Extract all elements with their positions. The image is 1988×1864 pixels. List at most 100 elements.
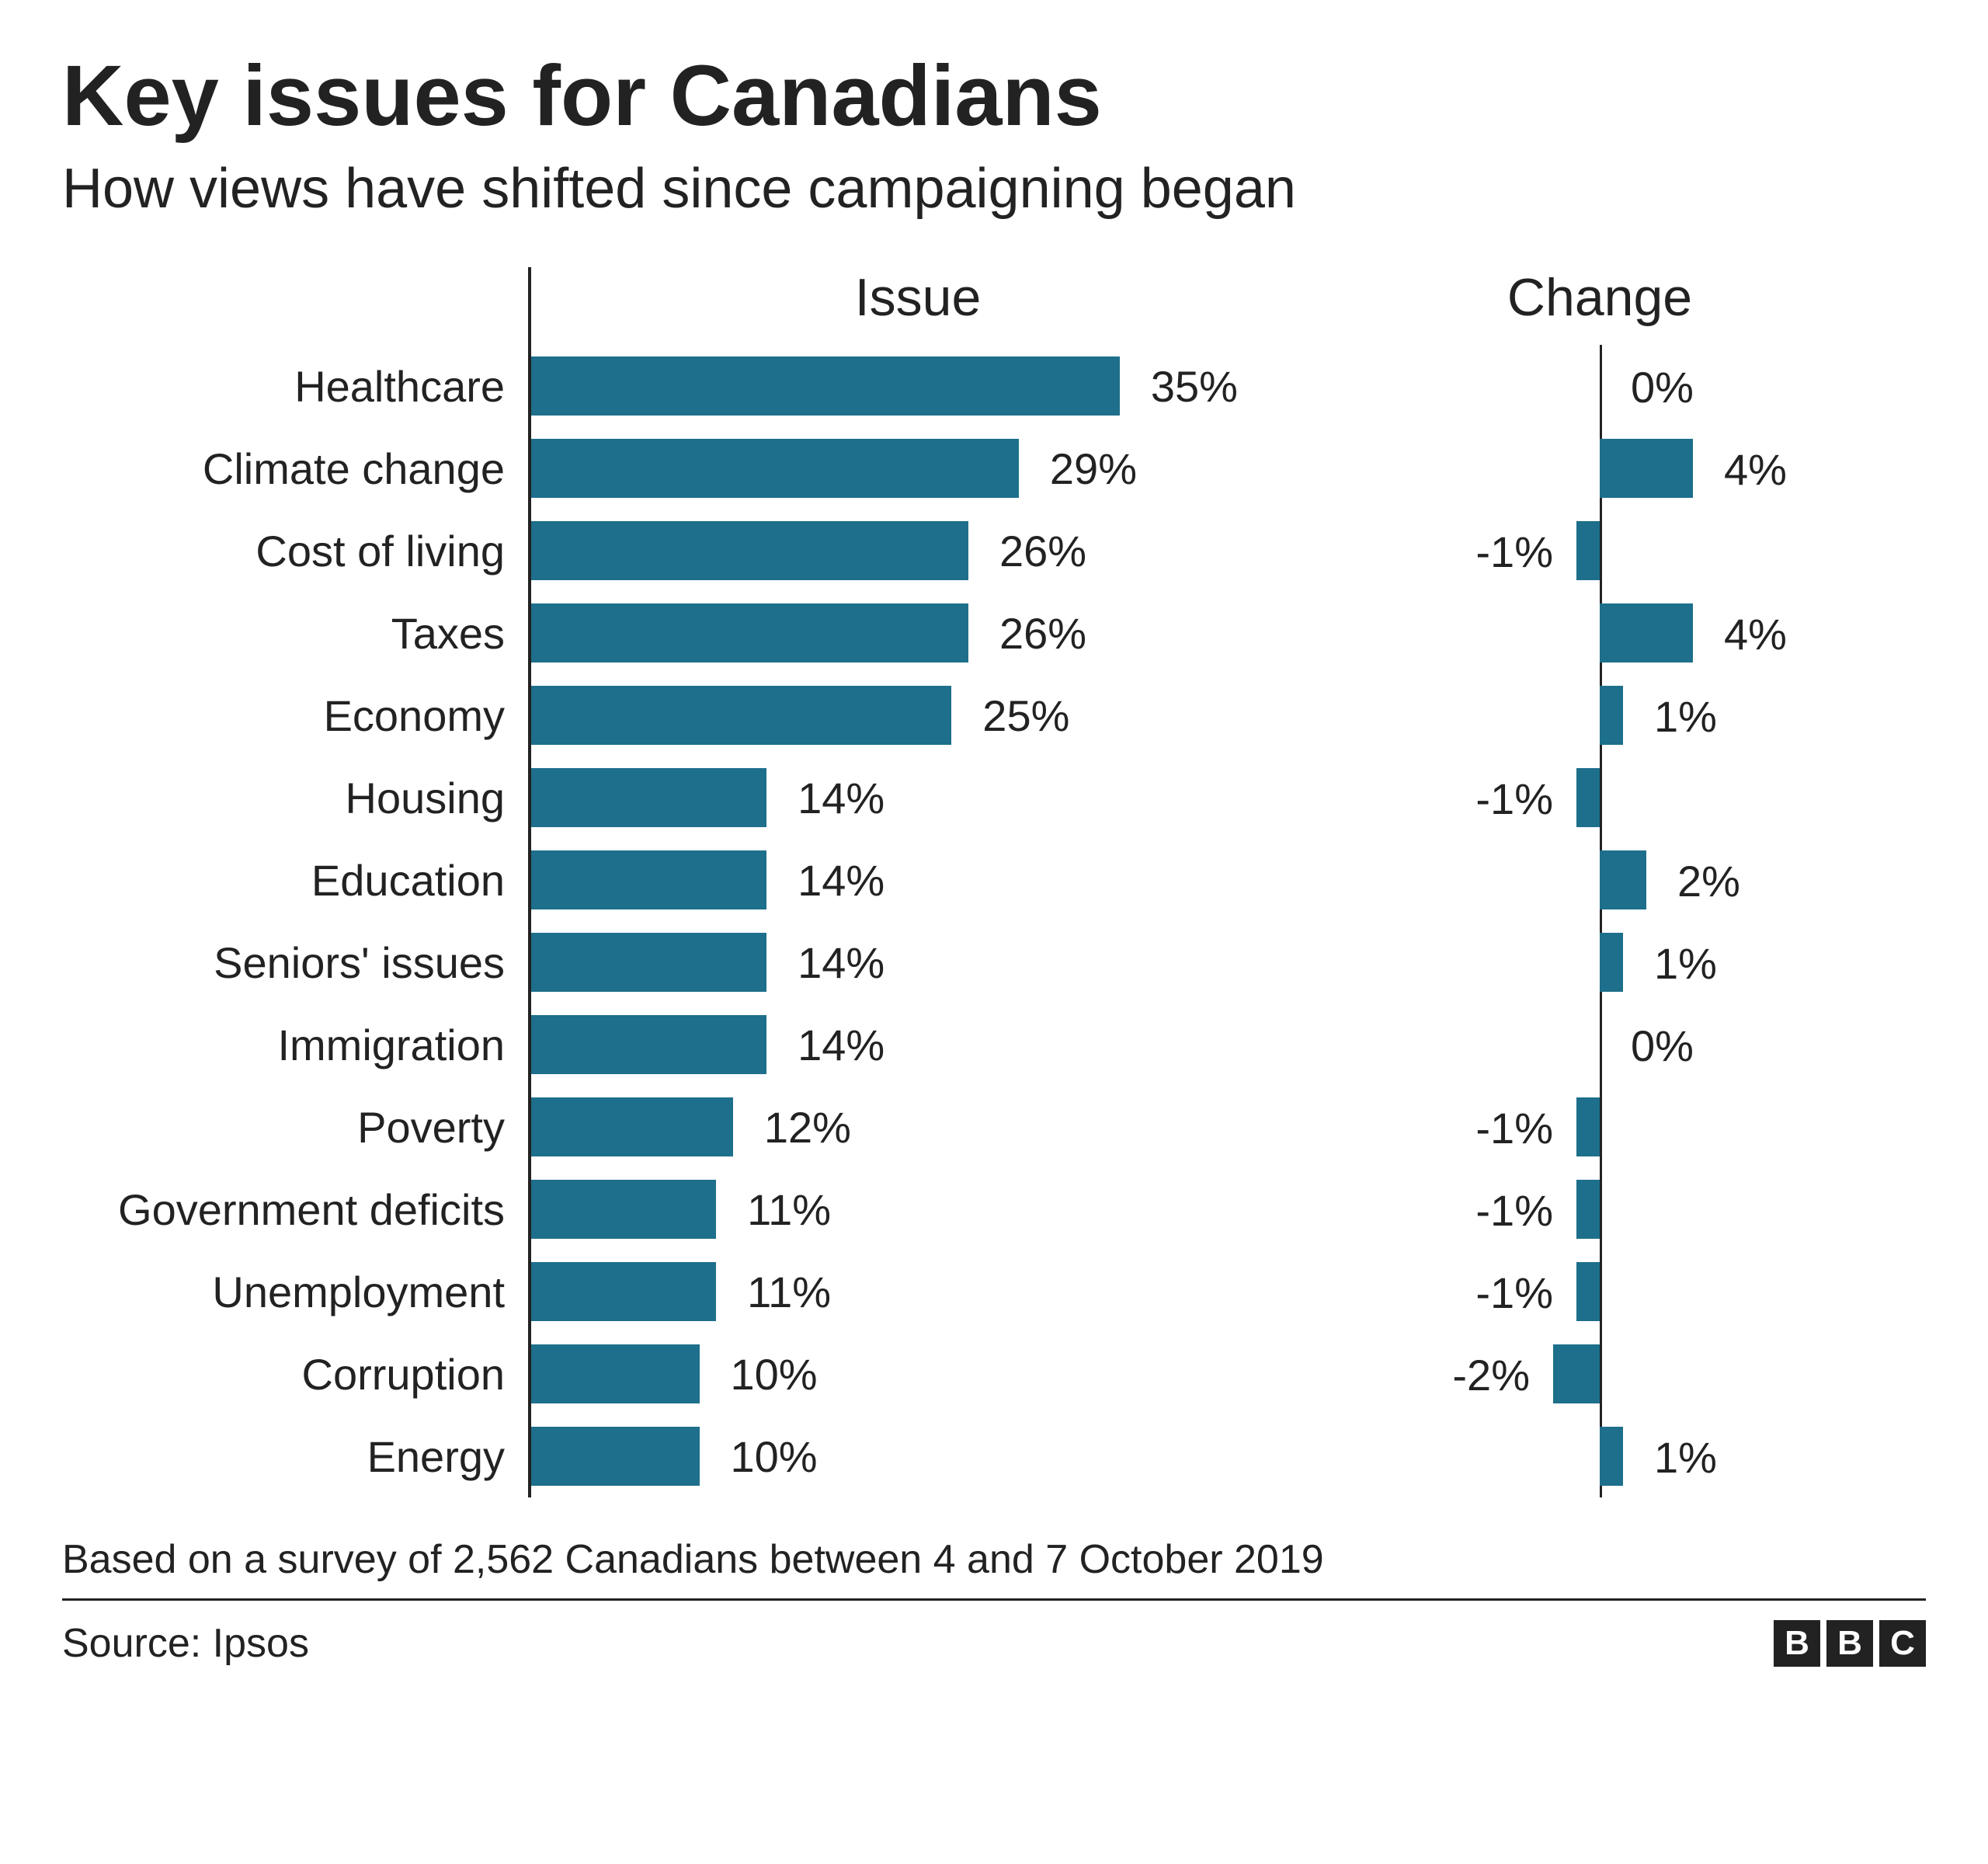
- change-value: 2%: [1677, 856, 1740, 906]
- row-label-cell: Poverty: [62, 1086, 528, 1168]
- issue-bar: [531, 1180, 716, 1239]
- row-label: Housing: [62, 773, 528, 823]
- issue-row: 29%: [531, 427, 1305, 509]
- row-label-cell: Corruption: [62, 1333, 528, 1415]
- change-bar: [1576, 1097, 1600, 1156]
- change-value: 1%: [1654, 1432, 1717, 1483]
- issue-row: 11%: [531, 1250, 1305, 1333]
- row-label: Poverty: [62, 1102, 528, 1153]
- issue-value: 11%: [747, 1184, 831, 1235]
- row-label: Climate change: [62, 443, 528, 494]
- issue-value: 10%: [731, 1349, 818, 1400]
- issue-value: 11%: [747, 1267, 831, 1317]
- issue-value: 26%: [999, 608, 1086, 659]
- change-value: 4%: [1724, 444, 1787, 495]
- issue-bar: [531, 1427, 700, 1486]
- row-label-cell: Government deficits: [62, 1168, 528, 1250]
- change-bar: [1600, 1427, 1623, 1486]
- issue-bar: [531, 1262, 716, 1321]
- row-label: Government deficits: [62, 1184, 528, 1235]
- change-bar: [1600, 686, 1623, 745]
- issue-row: 26%: [531, 592, 1305, 674]
- logo-letter: B: [1774, 1620, 1820, 1667]
- change-value: -2%: [1452, 1350, 1530, 1400]
- change-bar: [1576, 1180, 1600, 1239]
- row-label: Economy: [62, 690, 528, 741]
- row-label-cell: Taxes: [62, 592, 528, 674]
- row-label-cell: Housing: [62, 756, 528, 839]
- issue-row: 14%: [531, 921, 1305, 1003]
- change-value: -1%: [1475, 774, 1553, 824]
- change-row: -1%: [1305, 1168, 1895, 1250]
- change-bar: [1600, 439, 1693, 498]
- change-value: -1%: [1475, 1268, 1553, 1318]
- change-value: 4%: [1724, 609, 1787, 659]
- issue-row: 11%: [531, 1168, 1305, 1250]
- change-bar: [1600, 933, 1623, 992]
- change-value: -1%: [1475, 527, 1553, 577]
- issue-value: 14%: [798, 1020, 885, 1070]
- change-value: 1%: [1654, 691, 1717, 742]
- change-row: 1%: [1305, 674, 1895, 756]
- row-label: Cost of living: [62, 526, 528, 576]
- row-label: Immigration: [62, 1020, 528, 1070]
- issue-bar: [531, 1344, 700, 1403]
- change-row: 0%: [1305, 345, 1895, 427]
- issue-bar: [531, 521, 968, 580]
- issue-row: 12%: [531, 1086, 1305, 1168]
- chart-area: Healthcare Climate change Cost of living Ta…: [62, 267, 1926, 1497]
- issue-header: Issue: [531, 267, 1305, 345]
- row-label: Healthcare: [62, 361, 528, 412]
- source-text: Source: Ipsos: [62, 1620, 309, 1667]
- issue-bar: [531, 850, 766, 909]
- issue-bar: [531, 768, 766, 827]
- row-label-cell: Cost of living: [62, 509, 528, 592]
- change-row: 4%: [1305, 427, 1895, 509]
- issue-bar: [531, 603, 968, 662]
- row-label-cell: Education: [62, 839, 528, 921]
- labels-column: Healthcare Climate change Cost of living Ta…: [62, 267, 528, 1497]
- change-value: 0%: [1631, 362, 1694, 412]
- row-label-cell: Unemployment: [62, 1250, 528, 1333]
- issue-bar: [531, 1097, 733, 1156]
- row-label-cell: Seniors' issues: [62, 921, 528, 1003]
- issue-row: 26%: [531, 509, 1305, 592]
- issue-bar: [531, 439, 1019, 498]
- issue-value: 14%: [798, 855, 885, 906]
- chart-title: Key issues for Canadians: [62, 47, 1926, 145]
- chart-footer: Source: Ipsos BBC: [62, 1598, 1926, 1667]
- row-label: Energy: [62, 1431, 528, 1482]
- change-bar: [1576, 1262, 1600, 1321]
- issue-value: 10%: [731, 1431, 818, 1482]
- change-row: 2%: [1305, 839, 1895, 921]
- change-row: -1%: [1305, 1250, 1895, 1333]
- chart-subtitle: How views have shifted since campaigning…: [62, 157, 1926, 221]
- chart-footnote: Based on a survey of 2,562 Canadians bet…: [62, 1536, 1926, 1598]
- change-row: 0%: [1305, 1003, 1895, 1086]
- change-row: 4%: [1305, 592, 1895, 674]
- issue-bar: [531, 933, 766, 992]
- row-label-cell: Climate change: [62, 427, 528, 509]
- change-value: -1%: [1475, 1103, 1553, 1153]
- change-bar: [1600, 850, 1646, 909]
- change-bar: [1576, 521, 1600, 580]
- row-label: Education: [62, 855, 528, 906]
- issue-value: 14%: [798, 773, 885, 823]
- issue-column: Issue 35%29%26%26%25%14%14%14%14%12%11%1…: [528, 267, 1305, 1497]
- change-row: -2%: [1305, 1333, 1895, 1415]
- row-label: Taxes: [62, 608, 528, 659]
- issue-row: 14%: [531, 756, 1305, 839]
- issue-value: 25%: [982, 690, 1069, 741]
- issue-bar: [531, 356, 1120, 416]
- issue-value: 14%: [798, 937, 885, 988]
- issue-row: 14%: [531, 1003, 1305, 1086]
- issue-value: 12%: [764, 1102, 851, 1153]
- issue-row: 35%: [531, 345, 1305, 427]
- change-header: Change: [1305, 267, 1895, 345]
- issue-row: 25%: [531, 674, 1305, 756]
- row-label: Corruption: [62, 1349, 528, 1400]
- change-value: -1%: [1475, 1185, 1553, 1236]
- change-row: -1%: [1305, 509, 1895, 592]
- change-bar: [1600, 603, 1693, 662]
- logo-letter: B: [1826, 1620, 1873, 1667]
